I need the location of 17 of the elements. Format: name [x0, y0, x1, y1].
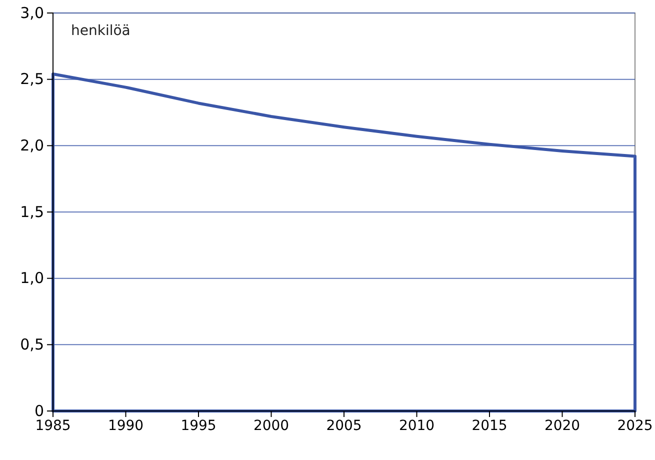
x-tick-label: 2010	[398, 418, 435, 434]
x-tick-label: 1985	[35, 418, 71, 434]
y-tick-label: 0,5	[20, 335, 44, 354]
x-tick-label: 2005	[326, 418, 362, 434]
y-tick-label: 1,0	[20, 269, 44, 288]
x-tick-label: 1995	[180, 418, 216, 434]
y-tick-label: 2,0	[20, 136, 44, 154]
x-tick-label: 2025	[617, 418, 653, 434]
y-tick-label: 3,0	[20, 4, 44, 22]
y-tick-label: 2,5	[20, 70, 44, 88]
x-tick-label: 1990	[108, 418, 144, 434]
x-tick-label: 2015	[472, 418, 508, 434]
x-tick-label: 2000	[253, 418, 290, 434]
y-tick-label: 0	[34, 402, 44, 420]
x-tick-label: 2020	[544, 418, 580, 434]
y-axis-title: henkilöä	[71, 23, 130, 39]
y-tick-label: 1,5	[20, 202, 44, 221]
